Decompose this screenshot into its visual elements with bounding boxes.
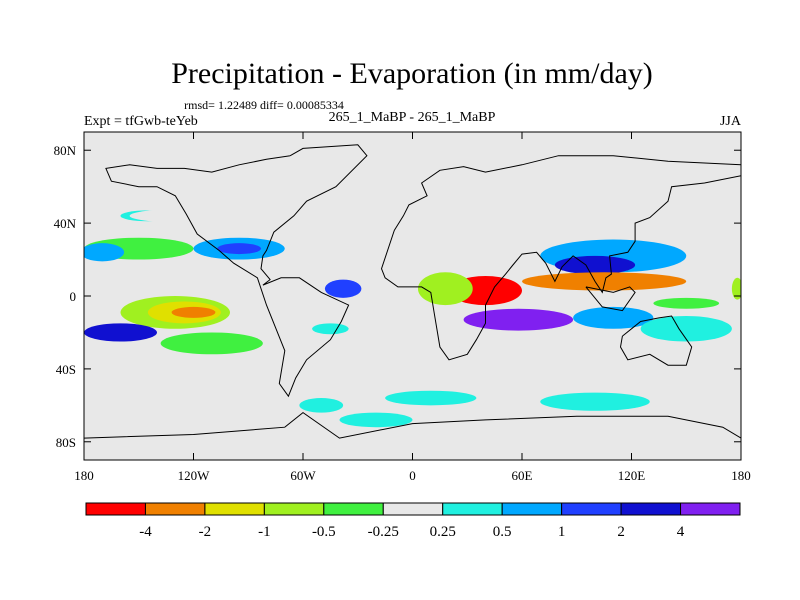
x-tick-label: 180 (74, 468, 94, 483)
contour-fill-layer (84, 148, 741, 428)
colorbar-swatch-5 (382, 502, 444, 516)
contour-region-32 (640, 316, 732, 342)
colorbar-label: 1 (558, 524, 566, 540)
colorbar: -4 -2 -1 -0.5 -0.25 0.25 0.5 1 2 4 (85, 502, 741, 540)
colorbar-label: -0.25 (368, 524, 399, 540)
contour-region-13 (84, 352, 176, 368)
x-tick-label: 120E (618, 468, 646, 483)
contour-region-19 (385, 390, 477, 406)
contour-region-17 (330, 354, 386, 369)
colorbar-label: -1 (258, 524, 271, 540)
colorbar-label: -0.5 (312, 524, 336, 540)
coastline-australia (619, 315, 693, 366)
season-label: JJA (720, 114, 742, 129)
colorbar-swatch-10 (680, 502, 741, 516)
y-tick-label: 80N (54, 143, 77, 158)
contour-region-10 (171, 306, 216, 318)
experiment-label: Expt = tfGwb-teYeb (84, 114, 198, 129)
contour-region-7 (303, 234, 340, 249)
contour-region-21 (339, 412, 413, 428)
colorbar-label: 0.25 (430, 524, 456, 540)
contour-region-14 (175, 367, 303, 386)
stats-line: rmsd= 1.22489 diff= 0.00085334 (184, 98, 344, 112)
colorbar-label: 4 (677, 524, 685, 540)
contour-region-29 (458, 330, 532, 357)
contour-region-22 (496, 188, 548, 200)
contour-region-26 (522, 272, 687, 291)
coastline-antarctica (84, 411, 741, 439)
contour-region-18 (299, 398, 344, 413)
y-tick-label: 40S (56, 362, 76, 377)
contour-region-28 (417, 272, 473, 306)
x-tick-label: 60E (512, 468, 533, 483)
contour-region-25 (554, 255, 636, 275)
contour-region-33 (653, 297, 720, 309)
coastline-indonesia (585, 286, 636, 312)
map-plot-area (83, 131, 742, 461)
colorbar-swatch-2 (204, 502, 265, 516)
colorbar-swatch-4 (323, 502, 384, 516)
contour-region-20 (540, 392, 650, 411)
x-tick-label: 120W (178, 468, 211, 483)
colorbar-swatch-1 (144, 502, 206, 516)
coastline-eurasia-africa (380, 155, 741, 361)
contour-region-4 (84, 243, 125, 262)
map-background (84, 132, 741, 460)
contour-region-12 (160, 332, 263, 355)
colorbar-swatch-0 (85, 502, 146, 516)
contour-region-34 (731, 277, 741, 300)
x-tick-label: 60W (290, 468, 316, 483)
contour-region-31 (573, 306, 654, 329)
y-tick-label: 80S (56, 435, 76, 450)
colorbar-label: -2 (199, 524, 212, 540)
coastline-layer (84, 144, 741, 439)
colorbar-swatch-8 (561, 502, 622, 516)
y-tick-label: 0 (70, 289, 77, 304)
colorbar-label: 2 (617, 524, 625, 540)
contour-region-6 (217, 243, 262, 255)
case-label: 265_1_MaBP - 265_1_MaBP (329, 110, 496, 125)
colorbar-swatch-6 (442, 502, 503, 516)
contour-region-30 (463, 308, 574, 331)
contour-region-11 (84, 323, 157, 342)
colorbar-swatch-7 (501, 502, 563, 516)
coastline-americas (105, 144, 368, 398)
colorbar-swatch-9 (620, 502, 682, 516)
axes: 180 120W 60W 0 60E 120E 180 80S 40S 0 40N 80N (54, 132, 751, 483)
colorbar-label: 0.5 (493, 524, 512, 540)
colorbar-swatch-3 (263, 502, 325, 516)
chart-title: Precipitation - Evaporation (in mm/day) (171, 57, 653, 90)
x-tick-label: 0 (409, 468, 416, 483)
contour-region-2 (129, 208, 258, 224)
colorbar-label: -4 (139, 524, 152, 540)
contour-region-15 (312, 323, 349, 335)
contour-region-16 (324, 279, 362, 298)
y-tick-label: 40N (54, 216, 77, 231)
contour-region-0 (157, 148, 303, 167)
x-tick-label: 180 (731, 468, 751, 483)
